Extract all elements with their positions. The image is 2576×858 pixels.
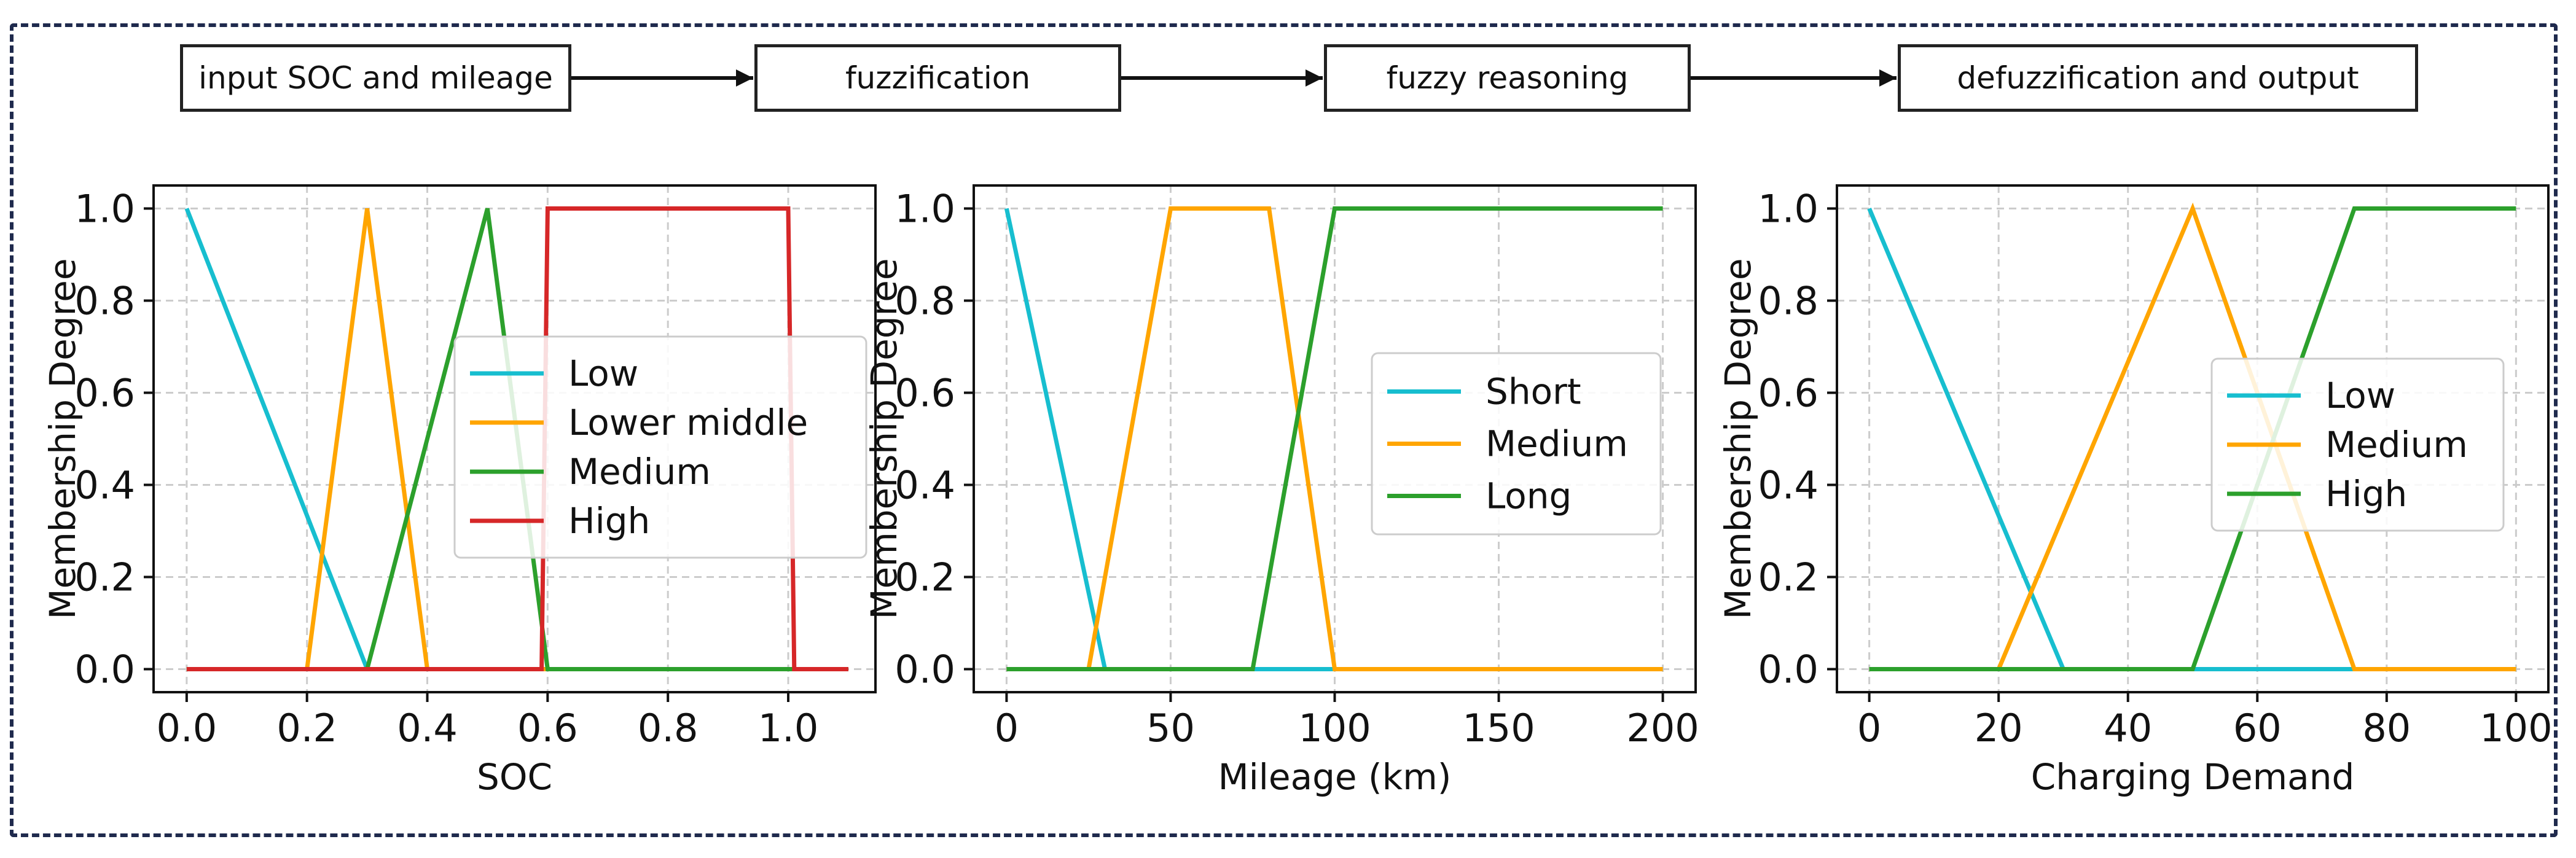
x-tick-label: 60 [2233, 706, 2282, 751]
series-line-high [186, 206, 848, 671]
y-tick-label: 0.2 [74, 555, 135, 600]
soc-membership-chart: 0.0 0.2 0.4 0.6 0.8 1.0 0.0 0.2 0.4 0.6 0.8 1.0 SOC M… [42, 184, 877, 798]
flow-step-reasoning: fuzzy reasoning [1324, 44, 1691, 112]
y-tick-label: 0.4 [74, 463, 135, 508]
plot-frame [1836, 184, 2550, 693]
y-tick-label: 0.0 [895, 647, 955, 692]
x-axis-label: Mileage (km) [1218, 756, 1452, 798]
y-tick-label: 0.4 [1758, 463, 1818, 508]
legend-box [453, 335, 867, 559]
flow-step-output: defuzzification and output [1898, 44, 2418, 112]
legend-label: Lower middle [568, 402, 808, 443]
legend-label: Low [2325, 375, 2395, 416]
y-tick-label: 1.0 [895, 187, 955, 232]
y-tick-label: 1.0 [74, 187, 135, 232]
flow-step-fuzzification: fuzzification [754, 44, 1121, 112]
x-tick-label: 40 [2104, 706, 2152, 751]
x-tick-label: 1.0 [758, 706, 819, 751]
legend-label: Low [568, 353, 638, 394]
plot-frame [152, 184, 877, 693]
charging-demand-membership-chart: 0 20 40 60 80 100 0.0 0.2 0.4 0.6 0.8 1.0 Charging D… [1717, 184, 2553, 798]
x-tick-label: 0.4 [397, 706, 458, 751]
y-tick-label: 0.8 [74, 279, 135, 324]
legend-label: High [568, 500, 650, 542]
legend-label: High [2325, 473, 2407, 515]
x-tick-label: 100 [2480, 706, 2552, 751]
y-tick-label: 0.2 [895, 555, 955, 600]
x-tick-label: 0.8 [638, 706, 699, 751]
mileage-membership-chart: 0 50 100 150 200 0.0 0.2 0.4 0.6 0.8 1.0 Mileage (k… [863, 184, 1699, 798]
x-tick-label: 0 [995, 706, 1019, 751]
y-axis-label: Membership Degree [1717, 258, 1759, 619]
y-tick-label: 0.0 [1758, 647, 1818, 692]
x-tick-label: 0.0 [157, 706, 217, 751]
x-tick-label: 20 [1975, 706, 2023, 751]
x-tick-label: 80 [2362, 706, 2411, 751]
y-tick-label: 0.6 [74, 371, 135, 416]
y-tick-label: 0.2 [1758, 555, 1818, 600]
x-tick-label: 50 [1146, 706, 1195, 751]
y-tick-label: 0.0 [74, 647, 135, 692]
series-line-long [1006, 206, 1663, 671]
y-tick-label: 0.4 [895, 463, 955, 508]
y-tick-label: 0.8 [1758, 279, 1818, 324]
y-tick-label: 0.6 [895, 371, 955, 416]
x-axis-label: Charging Demand [2031, 756, 2355, 798]
legend-label: Medium [568, 451, 711, 493]
x-tick-label: 0.2 [276, 706, 337, 751]
legend: Short Medium Long [1371, 352, 1662, 536]
y-tick-label: 0.6 [1758, 371, 1818, 416]
y-tick-label: 1.0 [1758, 187, 1818, 232]
legend-box [1371, 352, 1662, 536]
flow-step-input: input SOC and mileage [180, 44, 571, 112]
legend: Low Medium High [2210, 357, 2505, 532]
legend-label: Short [1486, 371, 1581, 413]
x-tick-label: 0 [1857, 706, 1881, 751]
x-tick-label: 0.6 [517, 706, 578, 751]
y-axis-label: Membership Degree [863, 258, 905, 619]
x-tick-label: 100 [1298, 706, 1371, 751]
legend-label: Long [1486, 475, 1572, 517]
legend-box [2210, 357, 2505, 532]
legend-label: Medium [1486, 423, 1628, 465]
x-tick-label: 200 [1626, 706, 1699, 751]
legend: Low Lower middle Medium High [453, 335, 867, 559]
x-axis-label: SOC [477, 756, 552, 798]
x-tick-label: 150 [1462, 706, 1535, 751]
legend-label: Medium [2325, 424, 2468, 466]
y-tick-label: 0.8 [895, 279, 955, 324]
y-axis-label: Membership Degree [42, 258, 84, 619]
dashed-frame [10, 23, 2558, 837]
